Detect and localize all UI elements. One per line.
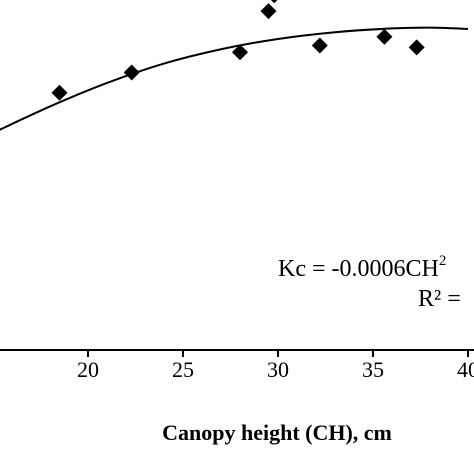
x-tick-label: 40 [457, 357, 474, 382]
data-point-marker [51, 84, 68, 101]
equation-superscript: 2 [439, 253, 447, 269]
data-point-marker [376, 28, 393, 45]
equation-annotation: Kc = -0.0006CH2 [278, 253, 446, 282]
x-ticks: 20 25 30 35 40 [77, 350, 474, 382]
r-squared-annotation: R² = [418, 286, 461, 312]
x-tick-label: 25 [172, 357, 194, 382]
equation-text: Kc = -0.0006CH [278, 256, 439, 282]
x-tick-label: 35 [362, 357, 384, 382]
data-point-marker [408, 39, 425, 56]
data-point-marker [270, 0, 278, 4]
x-axis-title: Canopy height (CH), cm [162, 420, 392, 445]
data-point-marker [311, 37, 328, 54]
data-point-marker [260, 3, 277, 20]
data-point-marker [232, 44, 248, 61]
data-points [51, 0, 425, 101]
x-tick-label: 30 [267, 357, 289, 382]
trendline [0, 26, 469, 131]
data-point-marker [123, 64, 140, 81]
x-tick-label: 20 [77, 357, 99, 382]
